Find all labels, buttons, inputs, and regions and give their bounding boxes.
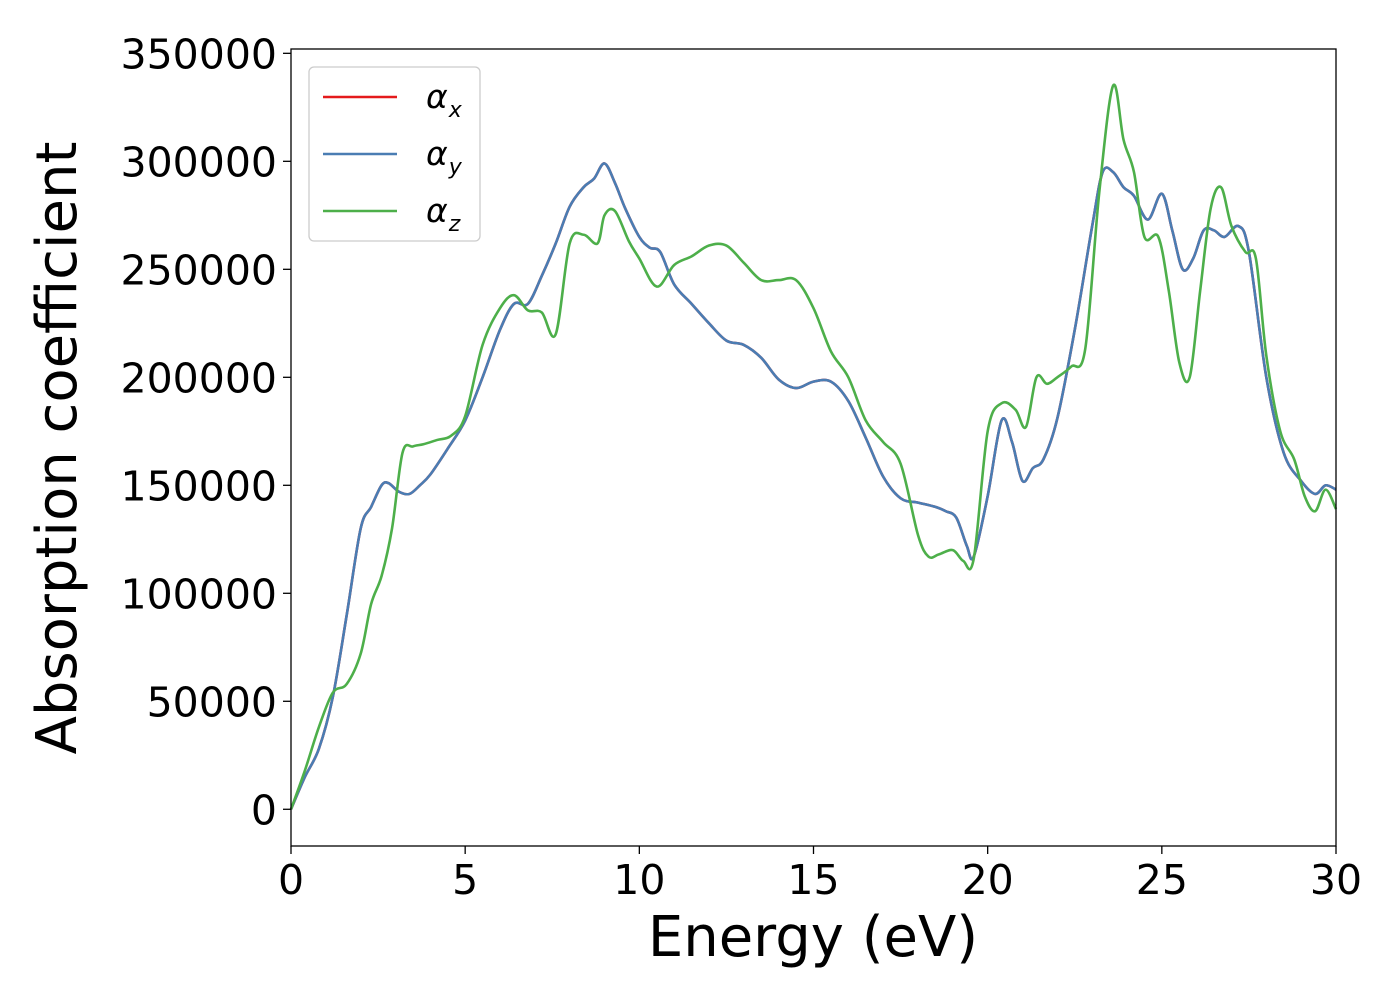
- y-tick-label: 300000: [120, 138, 277, 186]
- y-tick-label: 250000: [120, 246, 277, 294]
- y-tick-label: 0: [251, 786, 277, 834]
- x-tick-label: 30: [1310, 856, 1362, 904]
- series-layer: [289, 83, 1338, 810]
- y-tick-label: 50000: [147, 678, 277, 726]
- x-tick-label: 10: [613, 856, 665, 904]
- x-axis-ticks: 0 5 10 15 20 25 30: [278, 846, 1362, 904]
- y-tick-label: 100000: [120, 570, 277, 618]
- y-axis-label: Absorption coefficient: [25, 142, 90, 755]
- y-tick-label: 350000: [120, 30, 277, 78]
- legend-label-y: αy: [426, 134, 463, 180]
- x-tick-label: 5: [452, 856, 478, 904]
- legend: αx αy αz: [308, 66, 481, 242]
- y-tick-label: 150000: [120, 462, 277, 510]
- legend-label-z: αz: [426, 191, 461, 237]
- legend-label-x: αx: [426, 77, 463, 123]
- y-tick-label: 200000: [120, 354, 277, 402]
- x-axis-label: Energy (eV): [648, 905, 978, 970]
- series-line-y: [289, 162, 1337, 810]
- plot-area: [289, 48, 1338, 847]
- series-line-z: [289, 83, 1338, 810]
- x-tick-label: 15: [787, 856, 839, 904]
- x-tick-label: 0: [278, 856, 304, 904]
- y-axis-ticks: 0 50000 100000 150000 200000 250000 300000 3500…: [120, 30, 291, 834]
- x-tick-label: 20: [962, 856, 1014, 904]
- x-tick-label: 25: [1136, 856, 1188, 904]
